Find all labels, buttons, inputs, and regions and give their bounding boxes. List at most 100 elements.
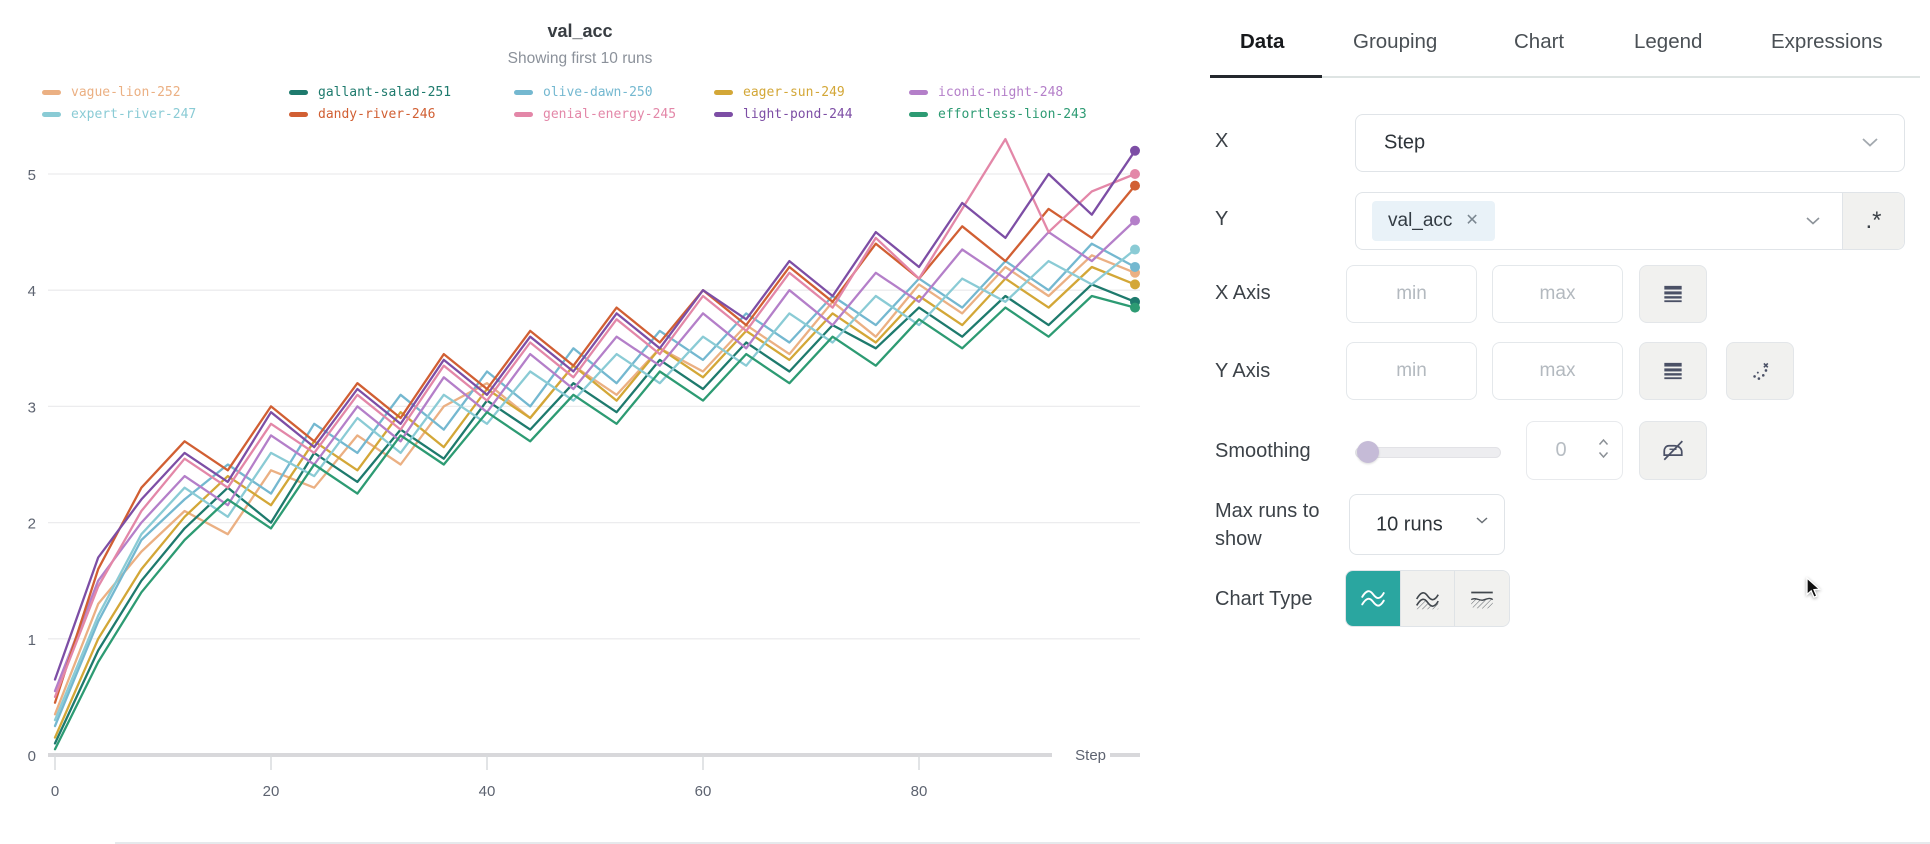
x-row-label: X xyxy=(1215,130,1229,152)
legend-item-gallant-salad-251[interactable]: gallant-salad-251 xyxy=(289,82,514,103)
chevron-down-icon xyxy=(1806,212,1820,230)
legend-run-name: iconic-night-248 xyxy=(938,85,1064,100)
spinner-chevrons-icon[interactable] xyxy=(1597,435,1610,466)
line-chart: 0 1 2 3 4 5 0 20 40 60 80 Step xyxy=(28,137,1140,800)
max-runs-value: 10 runs xyxy=(1376,513,1443,535)
area-plot-icon xyxy=(1415,591,1439,609)
smoothing-iron-icon xyxy=(1663,439,1683,460)
bottom-edge-divider xyxy=(115,842,1930,844)
y-tick-label: 0 xyxy=(28,748,36,765)
smoothing-value-spinner[interactable]: 0 xyxy=(1526,421,1623,480)
x-metric-value: Step xyxy=(1384,131,1426,154)
legend-item-iconic-night-248[interactable]: iconic-night-248 xyxy=(909,82,1142,103)
series-end-dot-expert-river-247 xyxy=(1130,244,1140,255)
smoothing-slider-handle[interactable] xyxy=(1357,441,1379,463)
chevron-down-icon xyxy=(1476,511,1488,529)
legend-item-expert-river-247[interactable]: expert-river-247 xyxy=(42,104,289,125)
mouse-cursor xyxy=(1806,577,1822,599)
series-line-expert-river-247 xyxy=(53,248,1137,722)
series-line-vague-lion-252 xyxy=(53,254,1137,716)
regex-toggle-button[interactable]: .* xyxy=(1842,193,1904,249)
tab-chart[interactable]: Chart xyxy=(1514,30,1565,53)
y-metric-tag-label: val_acc xyxy=(1388,210,1453,231)
series-end-dot-light-pond-244 xyxy=(1130,145,1140,156)
legend-run-name: olive-dawn-250 xyxy=(543,85,653,100)
y-axis-max-input[interactable] xyxy=(1492,342,1623,400)
legend-item-olive-dawn-250[interactable]: olive-dawn-250 xyxy=(514,82,714,103)
ignore-outliers-button[interactable] xyxy=(1726,342,1794,400)
y-tick-label: 4 xyxy=(28,283,36,300)
series-end-dot-iconic-night-248 xyxy=(1130,215,1140,226)
series-end-dot-effortless-lion-243 xyxy=(1130,302,1140,313)
legend-item-genial-energy-245[interactable]: genial-energy-245 xyxy=(514,104,714,125)
chart-type-line-button[interactable] xyxy=(1346,571,1401,626)
legend-item-vague-lion-252[interactable]: vague-lion-252 xyxy=(42,82,289,103)
y-tick-label: 5 xyxy=(28,167,36,184)
tab-legend[interactable]: Legend xyxy=(1634,30,1703,53)
series-line-effortless-lion-243 xyxy=(53,294,1137,751)
legend-run-name: gallant-salad-251 xyxy=(318,85,452,100)
y-metric-tag[interactable]: val_acc ✕ xyxy=(1372,201,1495,241)
x-axis-log-scale-button[interactable] xyxy=(1639,265,1707,323)
legend-run-name: expert-river-247 xyxy=(71,107,197,122)
legend-swatch xyxy=(714,90,733,95)
y-tick-label: 2 xyxy=(28,516,36,533)
chart-subtitle: Showing first 10 runs xyxy=(507,50,653,67)
series-end-dot-genial-energy-245 xyxy=(1130,169,1140,179)
x-axis-label-backing xyxy=(1052,744,1110,765)
series-end-dot-dandy-river-246 xyxy=(1130,180,1140,191)
legend-swatch xyxy=(514,90,533,95)
x-metric-select[interactable]: Step xyxy=(1355,114,1905,172)
x-tick-label: 40 xyxy=(479,783,496,800)
x-axis-label: Step xyxy=(1075,747,1106,764)
line-plot-icon xyxy=(1361,589,1385,607)
legend-item-eager-sun-249[interactable]: eager-sun-249 xyxy=(714,82,909,103)
outliers-scatter-icon xyxy=(1753,362,1769,380)
tabs-divider xyxy=(1210,76,1920,78)
smoothing-slider-track[interactable] xyxy=(1355,447,1501,458)
series-line-genial-energy-245 xyxy=(53,137,1137,699)
smoothing-mode-button[interactable] xyxy=(1639,421,1707,480)
x-tick-label: 20 xyxy=(263,783,280,800)
series-line-eager-sun-249 xyxy=(53,265,1137,739)
chart-type-area-button[interactable] xyxy=(1400,571,1456,626)
y-axis-min-input[interactable] xyxy=(1346,342,1477,400)
series-end-dot-eager-sun-249 xyxy=(1130,279,1140,290)
active-tab-indicator xyxy=(1210,74,1322,78)
y-tick-label: 3 xyxy=(28,399,36,416)
y-tick-label: 1 xyxy=(28,632,36,649)
legend-run-name: dandy-river-246 xyxy=(318,107,436,122)
legend-item-dandy-river-246[interactable]: dandy-river-246 xyxy=(289,104,514,125)
series-line-iconic-night-248 xyxy=(53,219,1137,693)
y-metric-select[interactable]: val_acc ✕ .* xyxy=(1355,192,1905,250)
min-max-plot-icon xyxy=(1471,591,1494,608)
smoothing-row-label: Smoothing xyxy=(1215,440,1311,462)
legend-run-name: light-pond-244 xyxy=(743,107,853,122)
legend-run-name: genial-energy-245 xyxy=(543,107,677,122)
y-axis-row-label: Y Axis xyxy=(1215,360,1271,382)
series-line-gallant-salad-251 xyxy=(53,283,1137,745)
x-axis-min-input[interactable] xyxy=(1346,265,1477,323)
x-axis-max-input[interactable] xyxy=(1492,265,1623,323)
chevron-down-icon xyxy=(1862,134,1878,152)
legend-item-light-pond-244[interactable]: light-pond-244 xyxy=(714,104,909,125)
max-runs-row-label: Max runs to show xyxy=(1215,500,1320,550)
max-runs-select[interactable]: 10 runs xyxy=(1349,494,1505,555)
chart-type-segmented-control xyxy=(1345,570,1510,627)
legend-run-name: vague-lion-252 xyxy=(71,85,181,100)
chart-title: val_acc xyxy=(547,21,613,41)
legend-swatch xyxy=(42,90,61,95)
legend-swatch xyxy=(289,112,308,117)
x-tick-label: 60 xyxy=(695,783,712,800)
tab-data[interactable]: Data xyxy=(1240,30,1285,53)
y-axis-log-scale-button[interactable] xyxy=(1639,342,1707,400)
x-tick-label: 0 xyxy=(51,783,59,800)
tab-expressions[interactable]: Expressions xyxy=(1771,30,1883,53)
chart-type-minmax-button[interactable] xyxy=(1455,571,1509,626)
legend-item-effortless-lion-243[interactable]: effortless-lion-243 xyxy=(909,104,1142,125)
tab-grouping[interactable]: Grouping xyxy=(1353,30,1438,53)
legend-swatch xyxy=(714,112,733,117)
legend-swatch xyxy=(42,112,61,117)
remove-tag-icon[interactable]: ✕ xyxy=(1465,212,1479,229)
legend-run-name: effortless-lion-243 xyxy=(938,107,1087,122)
